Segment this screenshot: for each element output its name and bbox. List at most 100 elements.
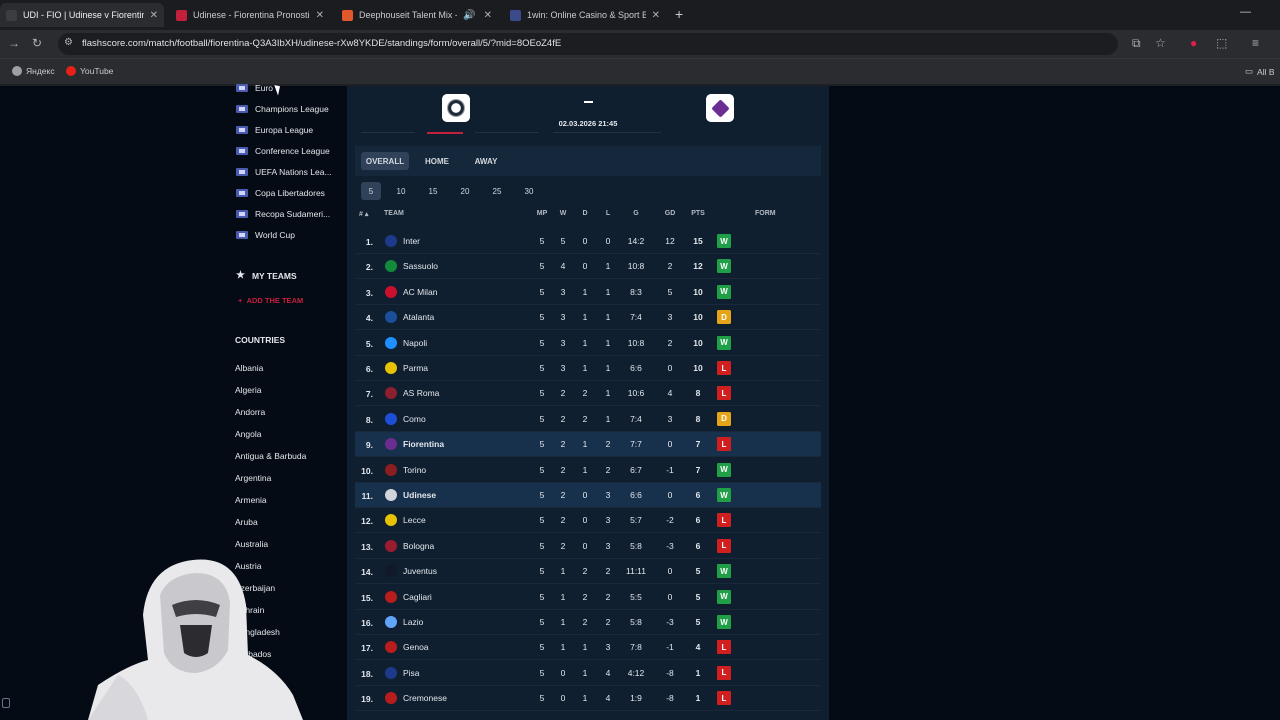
d-header[interactable]: D [582,210,588,217]
country-bangladesh[interactable]: Bangladesh [235,627,280,637]
extensions-icon[interactable]: ⬚ [1216,36,1228,50]
team-name[interactable]: Parma [403,363,429,373]
team-name[interactable]: Pisa [403,667,420,678]
g-header[interactable]: G [633,210,639,217]
team-name[interactable]: AC Milan [403,286,438,297]
country-aruba[interactable]: Aruba [235,517,258,527]
minimize-icon[interactable]: — [1240,6,1251,18]
adblock-icon[interactable]: ● [1190,36,1198,50]
team-name[interactable]: Napoli [403,337,428,348]
tab-udinese-fiorentina[interactable]: UDI - FIO | Udinese v Fiorentina ✕ [0,3,164,27]
country-argentina[interactable]: Argentina [235,473,272,483]
team-name[interactable]: Cagliari [403,591,432,602]
country-albania[interactable]: Albania [235,363,264,373]
form-badge[interactable]: W [717,335,731,350]
close-tab-icon[interactable]: ✕ [483,9,492,21]
country-bahrain[interactable]: Bahrain [235,605,265,615]
form-badge[interactable]: L [717,361,731,375]
team-name[interactable]: Como [403,413,426,424]
reload-icon[interactable]: ↻ [32,36,43,50]
udinese-crest-icon[interactable] [442,94,470,122]
team-name[interactable]: Atalanta [403,312,435,323]
country-algeria[interactable]: Algeria [235,385,262,395]
team-name[interactable]: Torino [403,464,427,475]
pts-header[interactable]: PTS [691,210,705,217]
form-badge[interactable]: D [717,310,731,325]
close-tab-icon[interactable]: ✕ [315,9,324,21]
league-nations-league[interactable]: UEFA Nations Lea... [236,167,332,177]
new-tab-button[interactable]: + [675,6,684,22]
rank-header[interactable]: # ▴ [359,211,369,218]
form-badge[interactable]: W [717,564,731,579]
team-name[interactable]: Bologna [403,540,435,551]
form-badge[interactable]: W [717,488,731,502]
speaker-icon[interactable]: 🔊 [463,9,476,21]
tab-overall[interactable]: OVERALL [361,152,409,170]
l-header[interactable]: L [605,210,611,217]
bookmark-star-icon[interactable]: ☆ [1155,36,1166,50]
form-count-20[interactable]: 20 [460,186,470,196]
all-bookmarks[interactable]: ▭ All B [1245,66,1275,77]
tab-deephouseit[interactable]: Deephouseit Talent Mix - d 🔊 ✕ [336,3,498,27]
form-badge[interactable]: L [717,538,731,553]
country-antigua[interactable]: Antigua & Barbuda [235,451,307,461]
league-copa-libertadores[interactable]: Copa Libertadores [236,188,325,198]
form-count-5[interactable]: 5 [361,182,381,200]
team-name[interactable]: Udinese [403,490,437,500]
bookmark-yandex[interactable]: Яндекс [12,66,55,76]
league-world-cup[interactable]: World Cup [236,230,295,240]
league-recopa[interactable]: Recopa Sudameri... [236,209,330,219]
close-tab-icon[interactable]: ✕ [149,9,158,21]
tab-away[interactable]: AWAY [474,156,498,166]
team-name[interactable]: Inter [403,236,421,246]
mp-header[interactable]: MP [536,210,548,217]
tab-1win[interactable]: 1win: Online Casino & Sport Be ✕ [504,3,666,27]
menu-icon[interactable]: ≡ [1252,36,1260,50]
country-azerbaijan[interactable]: Azerbaijan [235,583,276,593]
gd-header[interactable]: GD [664,210,676,217]
country-austria[interactable]: Austria [235,561,262,571]
country-australia[interactable]: Australia [235,539,269,549]
form-count-15[interactable]: 15 [428,186,438,196]
team-name[interactable]: Juventus [403,566,438,577]
add-team-link[interactable]: + ADD THE TEAM [238,296,304,305]
site-info-icon[interactable]: ⚙ [64,37,73,48]
form-badge[interactable]: L [717,640,731,655]
bookmark-youtube[interactable]: YouTube [66,66,113,76]
form-badge[interactable]: D [717,411,731,426]
country-angola[interactable]: Angola [235,429,262,439]
w-header[interactable]: W [559,210,567,217]
install-icon[interactable]: ⧉ [1132,36,1141,50]
form-count-10[interactable]: 10 [396,186,406,196]
fiorentina-crest-icon[interactable] [706,94,734,122]
league-champions-league[interactable]: Champions League [236,104,329,114]
team-name[interactable]: Genoa [403,642,429,653]
league-euro[interactable]: Euro [236,83,273,93]
team-name[interactable]: Lazio [403,617,424,627]
form-badge[interactable]: W [717,234,731,248]
team-name[interactable]: Fiorentina [403,439,445,450]
team-header[interactable]: TEAM [384,210,404,217]
form-count-30[interactable]: 30 [524,186,534,196]
league-conference-league[interactable]: Conference League [236,146,330,156]
form-badge[interactable]: L [717,513,731,528]
team-name[interactable]: AS Roma [403,388,440,399]
team-name[interactable]: Sassuolo [403,261,438,272]
team-name[interactable]: Lecce [403,515,426,526]
league-europa-league[interactable]: Europa League [236,125,313,135]
